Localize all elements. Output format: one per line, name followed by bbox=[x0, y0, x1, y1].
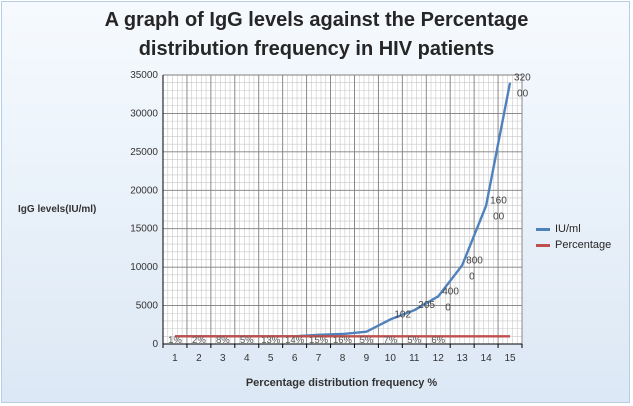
data-label-line: 102 bbox=[394, 309, 411, 320]
data-label-percentage: 16% bbox=[333, 335, 353, 346]
x-tick-label: 12 bbox=[433, 353, 445, 364]
y-tick-label: 30000 bbox=[130, 108, 158, 119]
x-tick-label: 7 bbox=[316, 353, 322, 364]
legend-label-iu-ml: IU/ml bbox=[555, 223, 581, 235]
y-tick-label: 35000 bbox=[130, 70, 158, 81]
data-label-iu-ml: 800 0 bbox=[466, 255, 483, 282]
data-label-percentage: 13% bbox=[261, 335, 281, 346]
data-label-percentage: 14% bbox=[285, 335, 305, 346]
x-tick-label: 4 bbox=[244, 353, 250, 364]
x-tick-label: 9 bbox=[364, 353, 370, 364]
data-label-line: 400 bbox=[442, 286, 459, 297]
data-label-percentage: 7% bbox=[383, 335, 397, 346]
x-tick-label: 6 bbox=[292, 353, 298, 364]
data-label-percentage: 5% bbox=[240, 335, 254, 346]
x-tick-label: 1 bbox=[172, 353, 178, 364]
data-label-iu-ml: 320 00 bbox=[514, 73, 531, 100]
legend-item-iu-ml: IU/ml bbox=[536, 221, 611, 237]
x-axis-title: Percentage distribution frequency % bbox=[245, 377, 438, 389]
data-label-line: 0 bbox=[445, 302, 451, 313]
y-tick-label: 5000 bbox=[136, 301, 159, 312]
x-tick-label: 13 bbox=[457, 353, 469, 364]
data-label-percentage: 2% bbox=[192, 335, 206, 346]
data-label-line: 160 bbox=[490, 196, 507, 207]
data-label-iu-ml: 400 0 bbox=[442, 286, 459, 313]
legend-swatch-percentage bbox=[536, 243, 550, 247]
data-label-percentage: 6% bbox=[431, 335, 445, 346]
data-label-iu-ml: 160 00 bbox=[490, 196, 507, 223]
x-tick-label: 8 bbox=[340, 353, 346, 364]
data-label-percentage: 15% bbox=[309, 335, 329, 346]
x-tick-label: 10 bbox=[385, 353, 397, 364]
data-label-line: 0 bbox=[469, 271, 475, 282]
data-label-percentage: 8% bbox=[216, 335, 230, 346]
x-tick-label: 2 bbox=[196, 353, 202, 364]
data-label-line: 00 bbox=[517, 89, 529, 100]
data-label-line: 00 bbox=[493, 212, 505, 223]
x-tick-label: 14 bbox=[481, 353, 493, 364]
data-label-iu-ml: 205 bbox=[418, 300, 435, 311]
legend-item-percentage: Percentage bbox=[536, 237, 611, 253]
x-tick-label: 5 bbox=[268, 353, 274, 364]
x-tick-label: 15 bbox=[504, 353, 516, 364]
chart-title: A graph of IgG levels against the Percen… bbox=[0, 6, 633, 64]
legend-swatch-iu-ml bbox=[536, 227, 550, 231]
y-axis-title: IgG levels(IU/ml) bbox=[18, 204, 97, 215]
legend: IU/ml Percentage bbox=[536, 221, 611, 253]
data-label-line: 800 bbox=[466, 255, 483, 266]
data-label-line: 320 bbox=[514, 73, 531, 84]
y-tick-label: 25000 bbox=[130, 147, 158, 158]
y-tick-label: 0 bbox=[152, 339, 158, 350]
y-tick-label: 10000 bbox=[130, 262, 158, 273]
chart-title-line-2: distribution frequency in HIV patients bbox=[138, 38, 495, 60]
legend-label-percentage: Percentage bbox=[555, 239, 612, 251]
chart-title-line-1: A graph of IgG levels against the Percen… bbox=[104, 9, 529, 31]
gridlines bbox=[162, 74, 523, 345]
plot-background bbox=[163, 75, 522, 344]
data-label-line: 205 bbox=[418, 300, 435, 311]
series-lines bbox=[174, 82, 512, 338]
x-tick-label: 11 bbox=[409, 353, 420, 364]
data-label-percentage: 5% bbox=[360, 335, 374, 346]
y-tick-label: 20000 bbox=[130, 185, 158, 196]
data-label-percentage: 1% bbox=[168, 335, 182, 346]
x-tick-label: 3 bbox=[220, 353, 226, 364]
data-label-iu-ml: 102 bbox=[394, 309, 411, 320]
y-tick-label: 15000 bbox=[130, 224, 158, 235]
data-label-percentage: 5% bbox=[407, 335, 421, 346]
